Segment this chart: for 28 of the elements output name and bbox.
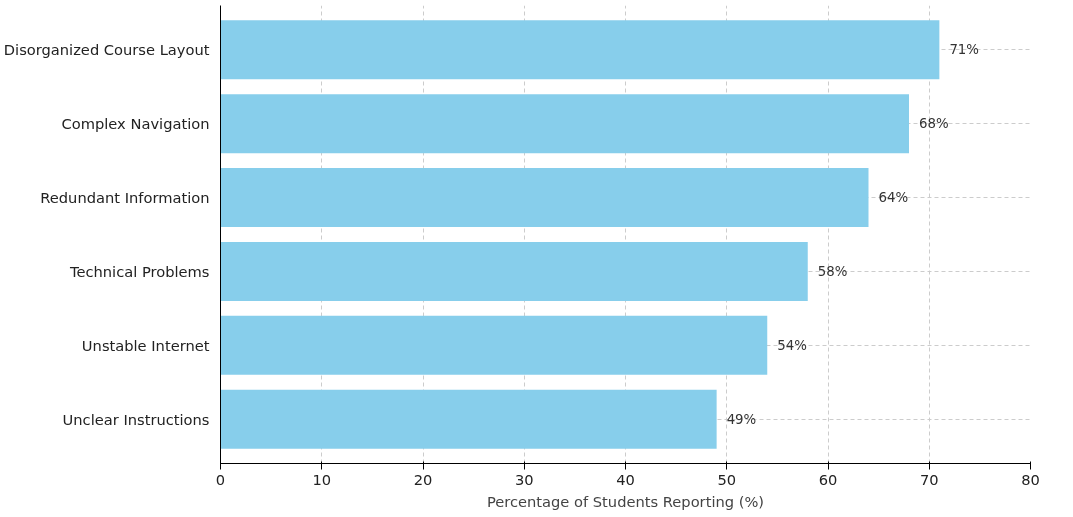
- bar: [220, 241, 808, 301]
- y-tick-label: Disorganized Course Layout: [3, 41, 210, 59]
- bar: [220, 315, 768, 375]
- x-tick-label: 40: [616, 470, 635, 488]
- x-tick-label: 30: [514, 470, 534, 488]
- x-tick-label: 0: [215, 470, 226, 488]
- data-label: 58%: [817, 263, 848, 279]
- y-tick-label: Complex Navigation: [61, 115, 210, 133]
- x-tick-label: 60: [818, 470, 838, 488]
- y-tick-label: Technical Problems: [68, 262, 210, 280]
- data-label: 68%: [919, 116, 949, 132]
- bar: [220, 94, 909, 154]
- y-tick-label: Unstable Internet: [81, 336, 210, 354]
- bar: [220, 389, 717, 449]
- x-axis-title: Percentage of Students Reporting (%): [486, 492, 765, 510]
- y-tick-label: Unclear Instructions: [62, 410, 210, 428]
- y-tick-label: Redundant Information: [40, 189, 210, 207]
- x-tick-label: 50: [717, 470, 737, 488]
- data-label: 49%: [726, 411, 757, 427]
- x-tick-label: 80: [1021, 470, 1040, 488]
- data-label: 54%: [777, 337, 807, 353]
- x-tick-label: 70: [919, 470, 939, 488]
- bar: [220, 20, 940, 80]
- x-tick-label: 20: [413, 470, 433, 488]
- x-tick-label: 10: [312, 470, 332, 488]
- data-label: 71%: [949, 42, 979, 58]
- bar: [220, 168, 869, 228]
- data-label: 64%: [878, 190, 909, 206]
